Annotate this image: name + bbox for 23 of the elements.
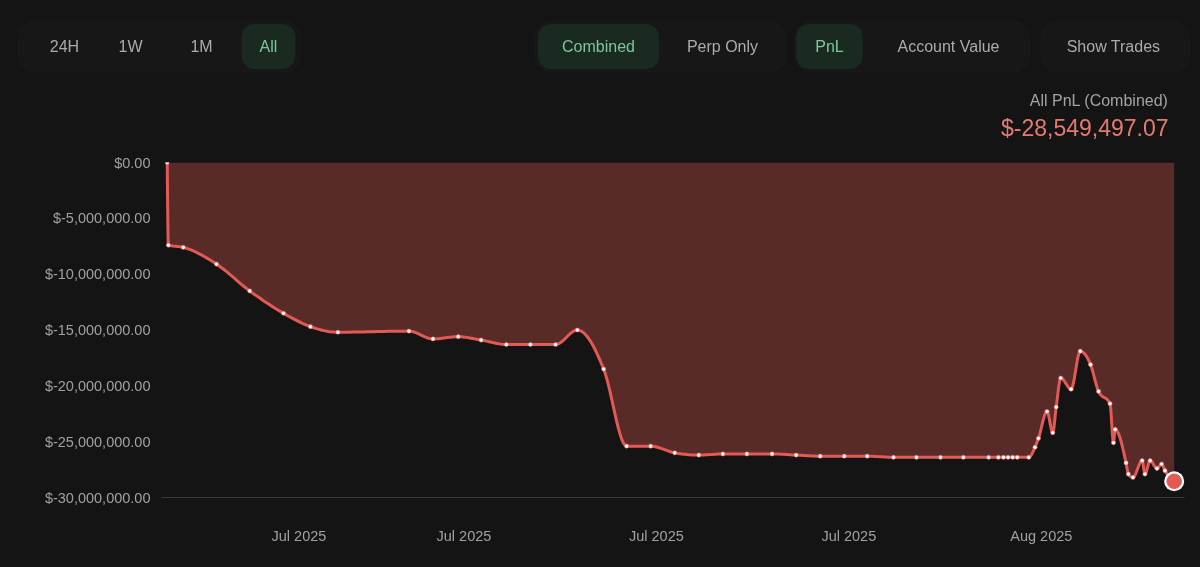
chart-title: All PnL (Combined) (1029, 92, 1168, 109)
x-tick-label: Jul 2025 (821, 527, 877, 544)
x-tick-label: Jul 2025 (436, 527, 492, 544)
text: PnL (815, 38, 844, 55)
y-tick-label: $-10,000,000.00 (44, 266, 151, 283)
text: 24H (49, 38, 80, 55)
x-tick-label: Jul 2025 (271, 527, 327, 544)
text: All (259, 38, 278, 55)
text: Show Trades (1066, 38, 1161, 55)
text: Account Value (897, 38, 1000, 55)
y-tick-label: $-25,000,000.00 (44, 433, 151, 450)
y-tick-label: $-20,000,000.00 (44, 377, 151, 394)
chart-subtitle: $-28,549,497.07 (1000, 114, 1169, 141)
text: 1M (190, 38, 213, 55)
y-tick-label: $-30,000,000.00 (44, 489, 151, 506)
y-tick-label: $0.00 (114, 154, 151, 171)
text: Perp Only (686, 38, 759, 55)
text: 1W (118, 38, 144, 55)
x-tick-label: Jul 2025 (628, 527, 684, 544)
x-tick-label: Aug 2025 (1010, 527, 1073, 544)
y-tick-label: $-15,000,000.00 (44, 322, 151, 338)
text: Combined (562, 38, 635, 55)
y-tick-label: $-5,000,000.00 (52, 210, 151, 227)
